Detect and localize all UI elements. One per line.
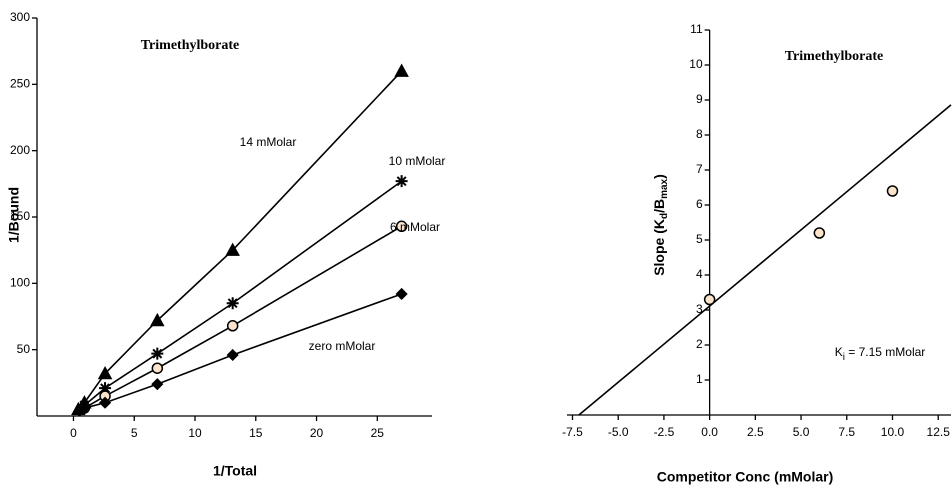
y-axis-label-part: ) bbox=[651, 174, 667, 179]
note-part: K bbox=[835, 345, 843, 359]
annotation-note: Ki = 7.15 mMolar bbox=[835, 345, 926, 362]
y-tick-label: 150 bbox=[10, 209, 30, 223]
x-tick-label: 10.0 bbox=[881, 425, 905, 439]
y-tick-label: 10 bbox=[689, 57, 703, 71]
x-tick-label: 7.5 bbox=[838, 425, 855, 439]
y-axis-label-part: /B bbox=[651, 199, 667, 213]
x-axis-label: 1/Total bbox=[213, 463, 257, 479]
marker bbox=[395, 175, 408, 188]
series-line bbox=[83, 225, 403, 409]
marker bbox=[78, 401, 91, 415]
x-tick-label: 0.0 bbox=[701, 425, 718, 439]
fit-line bbox=[578, 104, 952, 416]
y-tick-label: 8 bbox=[696, 127, 703, 141]
series-line bbox=[77, 70, 403, 410]
annotation: Trimethylborate bbox=[141, 38, 240, 53]
y-tick-label: 250 bbox=[10, 77, 30, 91]
series-label: zero mMolar bbox=[309, 339, 376, 353]
note-part: = 7.15 mMolar bbox=[845, 345, 925, 359]
marker bbox=[151, 362, 164, 374]
marker bbox=[395, 287, 408, 301]
x-tick-label: 10 bbox=[188, 426, 202, 440]
marker bbox=[394, 63, 409, 77]
y-tick-label: 1 bbox=[696, 372, 703, 386]
x-tick-label: 15 bbox=[249, 426, 263, 440]
x-axis-label: Competitor Conc (mMolar) bbox=[657, 469, 834, 485]
y-axis-label-part: Slope (K bbox=[651, 219, 667, 276]
x-tick-label: -2.5 bbox=[654, 425, 675, 439]
y-axis-label-part: d bbox=[659, 213, 670, 219]
y-tick-label: 100 bbox=[10, 276, 30, 290]
y-tick-label: 2 bbox=[696, 337, 703, 351]
marker bbox=[151, 378, 164, 391]
series-label: 6 mMolar bbox=[390, 220, 440, 234]
note-part: i bbox=[843, 352, 845, 363]
y-tick-label: 11 bbox=[690, 22, 703, 36]
marker bbox=[226, 320, 239, 332]
x-tick-label: 0 bbox=[70, 426, 77, 440]
series-label: 10 mMolar bbox=[389, 154, 446, 168]
series-line bbox=[83, 180, 403, 407]
marker bbox=[813, 227, 826, 239]
y-tick-label: 5 bbox=[696, 232, 703, 246]
marker bbox=[703, 293, 716, 306]
x-tick-label: -7.5 bbox=[562, 425, 583, 439]
y-tick-label: 3 bbox=[696, 302, 703, 316]
x-tick-label: 25 bbox=[371, 426, 385, 440]
y-axis-label-part: max bbox=[659, 178, 670, 198]
y-tick-label: 6 bbox=[696, 197, 703, 211]
y-tick-label: 4 bbox=[696, 267, 703, 281]
marker bbox=[97, 365, 113, 380]
y-tick-label: 7 bbox=[696, 162, 703, 176]
y-tick-label: 50 bbox=[17, 342, 31, 356]
marker bbox=[99, 382, 112, 395]
x-tick-label: 5.0 bbox=[793, 425, 810, 439]
marker bbox=[226, 297, 239, 310]
series-label: 14 mMolar bbox=[240, 135, 297, 149]
y-axis-label: Slope (Kd/Bmax) bbox=[651, 174, 670, 276]
marker bbox=[886, 185, 899, 197]
x-tick-label: 12.5 bbox=[927, 425, 951, 439]
y-tick-label: 200 bbox=[10, 143, 30, 157]
annotation: Trimethylborate bbox=[785, 49, 884, 64]
y-axis-label: 1/Bound bbox=[6, 187, 22, 243]
marker bbox=[150, 312, 165, 327]
marker bbox=[225, 242, 240, 256]
x-tick-label: 2.5 bbox=[747, 425, 764, 439]
y-tick-label: 300 bbox=[10, 10, 30, 24]
marker bbox=[99, 396, 112, 409]
marker bbox=[395, 220, 408, 233]
x-tick-label: -5.0 bbox=[608, 425, 629, 439]
marker bbox=[151, 347, 164, 360]
x-tick-label: 20 bbox=[310, 426, 324, 440]
x-tick-label: 5 bbox=[131, 426, 138, 440]
y-tick-label: 9 bbox=[696, 92, 703, 106]
marker bbox=[226, 348, 239, 362]
